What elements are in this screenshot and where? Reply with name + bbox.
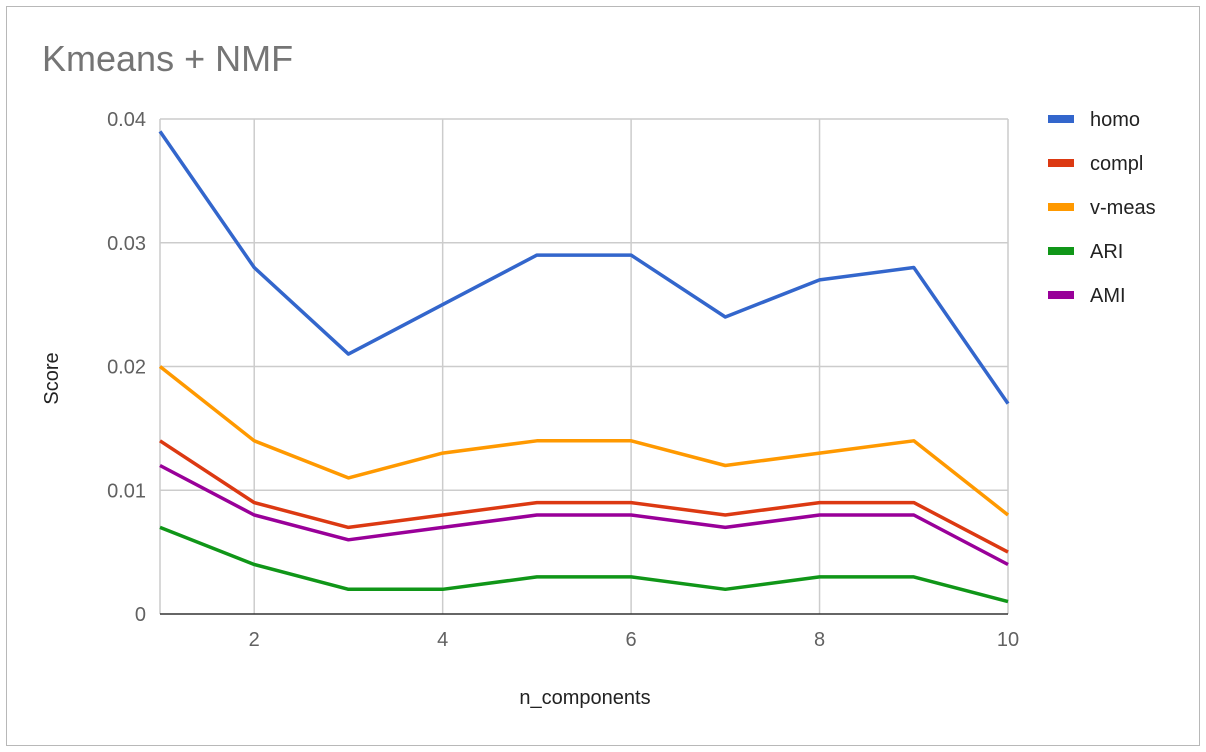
legend-swatch-v-meas <box>1048 203 1074 211</box>
x-axis-title: n_components <box>519 687 650 709</box>
x-tick-label: 2 <box>249 629 260 651</box>
legend-label-v-meas: v-meas <box>1090 197 1156 219</box>
legend-label-ARI: ARI <box>1090 241 1123 263</box>
series-line-AMI <box>159 463 1009 567</box>
series-lines <box>158 130 1010 615</box>
grid <box>159 118 1009 614</box>
y-tick-label: 0.01 <box>107 480 146 502</box>
x-tick-label: 10 <box>997 629 1019 651</box>
series-line-ARI <box>159 525 1009 604</box>
legend-swatch-compl <box>1048 159 1074 167</box>
legend-label-homo: homo <box>1090 109 1140 131</box>
legend-swatch-ARI <box>1048 247 1074 255</box>
x-tick-labels: 2 4 6 8 10 <box>249 629 1019 651</box>
series-line-v-meas <box>158 365 1010 517</box>
series-line-homo <box>158 130 1010 405</box>
y-tick-label: 0.02 <box>107 357 146 379</box>
legend-swatch-homo <box>1048 115 1074 123</box>
y-tick-label: 0.03 <box>107 233 146 255</box>
x-tick-label: 4 <box>437 629 448 651</box>
y-tick-label: 0.04 <box>107 109 146 131</box>
x-tick-label: 6 <box>626 629 637 651</box>
legend: homo compl v-meas ARI AMI <box>1048 109 1156 307</box>
legend-label-compl: compl <box>1090 153 1143 175</box>
x-tick-label: 8 <box>814 629 825 651</box>
y-axis-title: Score <box>41 352 63 404</box>
y-tick-labels: 0 0.01 0.02 0.03 0.04 <box>107 109 146 626</box>
series-line-compl <box>159 439 1009 554</box>
chart-frame <box>6 6 1200 746</box>
y-tick-label: 0 <box>135 604 146 626</box>
legend-swatch-AMI <box>1048 291 1074 299</box>
legend-label-AMI: AMI <box>1090 285 1126 307</box>
chart-title: Kmeans + NMF <box>42 38 294 79</box>
